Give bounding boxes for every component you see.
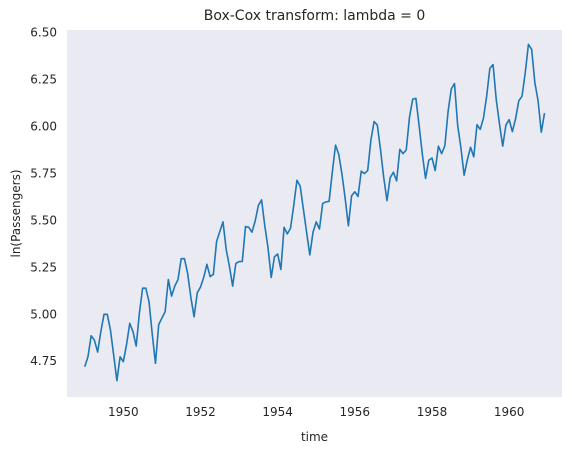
y-tick-label: 4.75 — [30, 354, 57, 368]
y-tick-label: 5.50 — [30, 213, 57, 227]
y-tick-label: 6.25 — [30, 72, 57, 86]
series-line-0 — [83, 43, 546, 382]
y-tick-label: 5.25 — [30, 260, 57, 274]
x-tick-label: 1956 — [340, 405, 371, 419]
x-tick-label: 1952 — [185, 405, 216, 419]
line-series — [83, 43, 546, 382]
y-axis-label: ln(Passengers) — [9, 169, 23, 257]
y-tick-label: 5.00 — [30, 307, 57, 321]
y-tick-label: 5.75 — [30, 166, 57, 180]
plot-area — [67, 30, 562, 397]
x-tick-label: 1954 — [262, 405, 293, 419]
x-axis-label: time — [301, 430, 328, 444]
y-tick-label: 6.00 — [30, 119, 57, 133]
chart-title: Box-Cox transform: lambda = 0 — [204, 8, 426, 24]
y-axis-ticks: 4.75 5.00 5.25 5.50 5.75 6.00 6.25 6.50 — [30, 25, 57, 368]
x-tick-label: 1950 — [108, 405, 139, 419]
x-tick-label: 1960 — [494, 405, 525, 419]
y-tick-label: 6.50 — [30, 25, 57, 39]
x-tick-label: 1958 — [417, 405, 448, 419]
x-axis-ticks: 1950 1952 1954 1956 1958 1960 — [108, 405, 524, 419]
